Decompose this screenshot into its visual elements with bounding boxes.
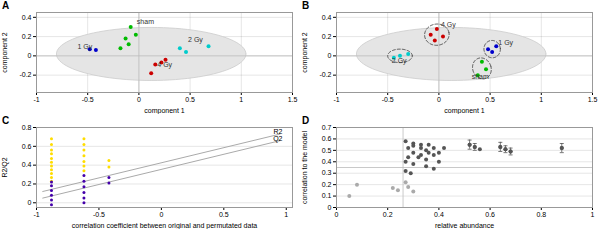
svg-text:0.6: 0.6	[322, 135, 332, 142]
svg-text:-1: -1	[333, 96, 339, 103]
svg-text:0.2: 0.2	[22, 33, 32, 40]
html-text:D: D	[302, 114, 310, 126]
svg-text:component 1: component 1	[144, 107, 185, 115]
svg-text:0.7: 0.7	[322, 123, 332, 130]
svg-text:0: 0	[28, 52, 32, 59]
svg-text:sham: sham	[137, 18, 154, 25]
svg-text:-0.5: -0.5	[93, 211, 105, 218]
svg-text:0.2: 0.2	[22, 180, 32, 187]
svg-text:0.5: 0.5	[485, 96, 495, 103]
svg-text:-0.2: -0.2	[19, 71, 31, 78]
svg-text:component 1: component 1	[444, 107, 485, 115]
svg-text:0: 0	[28, 199, 32, 206]
svg-text:4 Gy: 4 Gy	[441, 21, 456, 29]
svg-text:component 2: component 2	[301, 32, 309, 73]
svg-text:0: 0	[137, 96, 141, 103]
svg-text:-1: -1	[33, 96, 39, 103]
html-text:B: B	[302, 0, 310, 11]
svg-text:0.2: 0.2	[322, 180, 332, 187]
svg-text:1: 1	[284, 211, 288, 218]
svg-text:Q2: Q2	[273, 134, 282, 142]
svg-text:-0.5: -0.5	[382, 96, 394, 103]
svg-text:0.1: 0.1	[322, 192, 332, 199]
svg-text:0.8: 0.8	[22, 123, 32, 130]
svg-text:0.4: 0.4	[322, 14, 332, 21]
svg-text:relative abundance: relative abundance	[435, 221, 494, 228]
svg-text:4 Gy: 4 Gy	[157, 61, 172, 69]
svg-text:0.6: 0.6	[22, 142, 32, 149]
svg-text:-1: -1	[33, 211, 39, 218]
svg-text:1: 1	[239, 96, 243, 103]
svg-text:1 Gy: 1 Gy	[77, 43, 92, 51]
svg-text:0.4: 0.4	[322, 158, 332, 165]
svg-text:0: 0	[437, 96, 441, 103]
svg-text:1: 1	[539, 96, 543, 103]
svg-text:0.5: 0.5	[322, 146, 332, 153]
svg-text:R2: R2	[273, 127, 283, 135]
svg-text:0.6: 0.6	[485, 211, 495, 218]
html-text:A: A	[2, 0, 10, 11]
svg-text:1: 1	[591, 211, 595, 218]
svg-text:0.2: 0.2	[322, 33, 332, 40]
svg-text:0.8: 0.8	[536, 211, 546, 218]
svg-text:0: 0	[328, 52, 332, 59]
svg-text:0.4: 0.4	[22, 161, 32, 168]
svg-text:2 Gy: 2 Gy	[392, 57, 407, 65]
svg-text:0.4: 0.4	[434, 211, 444, 218]
svg-text:-0.5: -0.5	[82, 96, 94, 103]
svg-text:0: 0	[159, 211, 163, 218]
svg-text:2 Gy: 2 Gy	[188, 36, 203, 44]
svg-text:correlation to the model: correlation to the model	[301, 130, 308, 204]
svg-text:R2/Q2: R2/Q2	[1, 157, 9, 177]
svg-text:0: 0	[335, 211, 339, 218]
svg-text:0.5: 0.5	[219, 211, 229, 218]
svg-text:component 2: component 2	[1, 32, 9, 73]
svg-text:-0.2: -0.2	[319, 71, 331, 78]
svg-text:correlation coefficient betwee: correlation coefficient between original…	[72, 221, 258, 229]
svg-text:0.2: 0.2	[383, 211, 393, 218]
svg-text:1.5: 1.5	[288, 96, 298, 103]
svg-text:1.5: 1.5	[588, 96, 598, 103]
svg-text:sham: sham	[472, 73, 489, 80]
svg-text:0.5: 0.5	[185, 96, 195, 103]
html-text:C: C	[2, 114, 10, 126]
svg-text:0: 0	[328, 203, 332, 210]
svg-text:0.4: 0.4	[22, 14, 32, 21]
svg-text:1 Gy: 1 Gy	[498, 39, 513, 47]
svg-text:0.3: 0.3	[322, 169, 332, 176]
